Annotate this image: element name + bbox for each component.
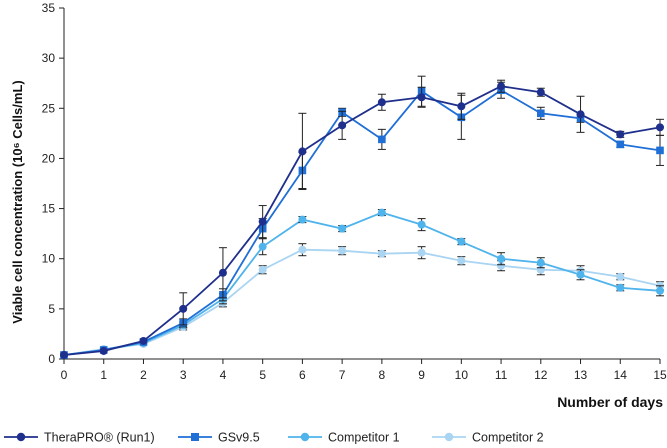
- legend-swatch-marker: [300, 432, 310, 442]
- y-axis-title: Viable cell concentration (10⁶ Cells/mL): [10, 80, 25, 323]
- y-tick-label: 35: [42, 1, 56, 15]
- data-point: [378, 135, 386, 144]
- y-tick-label: 5: [48, 302, 55, 316]
- y-tick-label: 30: [42, 51, 56, 65]
- legend-label: GSv9.5: [218, 431, 260, 445]
- data-point: [536, 258, 545, 267]
- x-tick-label: 14: [614, 368, 628, 382]
- data-point: [377, 98, 386, 107]
- data-point: [576, 110, 585, 119]
- data-point: [417, 248, 426, 257]
- x-tick-label: 4: [220, 368, 227, 382]
- legend-item: GSv9.5: [178, 431, 260, 445]
- data-point: [616, 130, 625, 139]
- chart-axes: [63, 8, 660, 360]
- data-point: [457, 237, 466, 246]
- legend-label: Competitor 2: [472, 431, 544, 445]
- data-point: [377, 249, 386, 258]
- x-tick-label: 1: [100, 368, 107, 382]
- series-layer: [60, 75, 664, 359]
- x-tick-label: 11: [495, 368, 508, 382]
- y-axis-ticks: 0 5 10 15 20 25 30 35: [42, 1, 64, 366]
- x-tick-label: 3: [180, 368, 187, 382]
- data-point: [656, 146, 664, 155]
- data-point: [258, 242, 267, 251]
- legend-swatch-marker: [444, 432, 454, 442]
- data-point: [457, 102, 466, 111]
- x-tick-label: 15: [653, 368, 667, 382]
- y-tick-label: 25: [42, 101, 56, 115]
- data-point: [656, 286, 664, 295]
- x-axis-ticks: 0 1 2 3 4 5 6 7 8 9 10 11 12 13 14 15: [61, 359, 667, 382]
- data-point: [258, 217, 267, 226]
- x-axis-title: Number of days: [557, 394, 663, 410]
- series-line: [63, 211, 661, 356]
- x-tick-label: 0: [61, 368, 68, 382]
- series-2: [60, 208, 664, 359]
- series-line: [63, 248, 661, 356]
- data-point: [417, 220, 426, 229]
- data-point: [457, 256, 466, 265]
- x-tick-label: 12: [534, 368, 548, 382]
- data-point: [338, 224, 347, 233]
- y-tick-label: 20: [42, 151, 56, 165]
- series-0: [60, 79, 664, 359]
- y-tick-label: 15: [42, 202, 56, 216]
- data-point: [497, 261, 506, 270]
- series-1: [60, 75, 664, 359]
- data-point: [616, 140, 625, 149]
- legend-item: Competitor 1: [288, 431, 400, 445]
- legend-item: Competitor 2: [432, 431, 544, 445]
- data-point: [60, 350, 68, 359]
- data-point: [218, 268, 227, 277]
- data-point: [258, 265, 267, 274]
- data-point: [139, 336, 148, 345]
- x-tick-label: 7: [339, 368, 346, 382]
- data-point: [537, 109, 545, 118]
- series-3: [60, 243, 664, 359]
- data-point: [656, 123, 664, 132]
- series-line: [63, 85, 661, 356]
- data-point: [536, 88, 545, 97]
- legend-swatch-marker: [191, 433, 199, 441]
- x-tick-label: 10: [455, 368, 469, 382]
- legend-label: TheraPRO® (Run1): [44, 431, 155, 445]
- series-line: [63, 89, 661, 356]
- x-tick-label: 13: [574, 368, 588, 382]
- x-tick-label: 2: [140, 368, 147, 382]
- legend: TheraPRO® (Run1) GSv9.5 Competitor 1 Compet…: [4, 431, 544, 445]
- x-tick-label: 6: [299, 368, 306, 382]
- x-tick-label: 8: [379, 368, 386, 382]
- data-point: [99, 346, 108, 355]
- data-point: [616, 272, 625, 281]
- data-point: [179, 304, 188, 313]
- data-point: [338, 246, 347, 255]
- data-point: [497, 254, 506, 263]
- data-point: [616, 283, 625, 292]
- data-point: [298, 215, 307, 224]
- data-point: [377, 208, 386, 217]
- legend-swatch-marker: [16, 432, 26, 442]
- data-point: [338, 121, 347, 130]
- data-point: [298, 147, 307, 156]
- data-point: [497, 82, 506, 91]
- x-tick-label: 9: [418, 368, 425, 382]
- data-point: [417, 93, 426, 102]
- legend-label: Competitor 1: [328, 431, 400, 445]
- y-tick-label: 0: [48, 352, 55, 366]
- y-tick-label: 10: [42, 252, 56, 266]
- legend-item: TheraPRO® (Run1): [4, 431, 155, 445]
- data-point: [576, 270, 585, 279]
- data-point: [298, 245, 307, 254]
- x-tick-label: 5: [259, 368, 266, 382]
